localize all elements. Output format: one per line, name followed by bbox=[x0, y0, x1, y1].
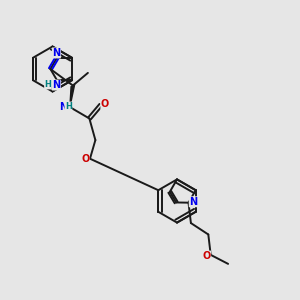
Text: N: N bbox=[189, 197, 197, 207]
Text: H: H bbox=[44, 80, 51, 89]
Text: O: O bbox=[101, 99, 109, 110]
Text: N: N bbox=[59, 101, 67, 112]
Polygon shape bbox=[70, 84, 75, 107]
Text: O: O bbox=[81, 154, 89, 164]
Text: H: H bbox=[65, 102, 72, 111]
Text: O: O bbox=[202, 251, 211, 261]
Text: N: N bbox=[52, 80, 60, 90]
Text: N: N bbox=[52, 48, 60, 58]
